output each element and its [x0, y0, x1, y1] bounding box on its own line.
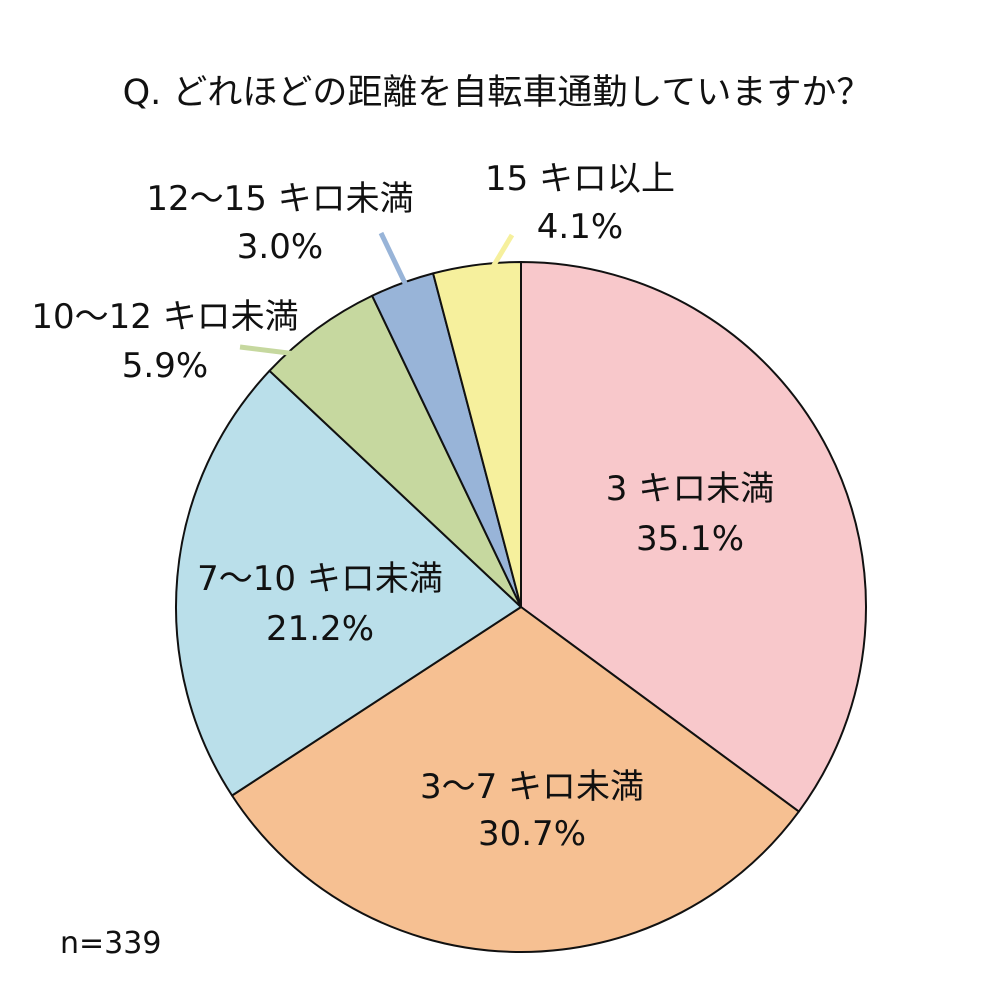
chart-title: Q. どれほどの距離を自転車通勤していますか？: [123, 73, 872, 113]
pie-slice: [268, 294, 522, 608]
pie-slice: [520, 261, 867, 813]
slice-value-label: 3.0%: [237, 227, 323, 267]
slice-category-label: 10〜12 キロ未満: [31, 297, 298, 337]
slice-value-label: 30.7%: [478, 814, 586, 854]
leader-line: [455, 233, 515, 327]
pie-slices: [174, 261, 867, 953]
leader-line: [378, 231, 428, 327]
slice-category-label: 3 キロ未満: [606, 469, 774, 509]
slice-category-label: 15 キロ以上: [485, 159, 675, 199]
leader-lines: [239, 231, 515, 363]
slice-category-label: 3〜7 キロ未満: [420, 767, 644, 807]
slice-labels: 3 キロ未満 35.1% 3〜7 キロ未満 30.7% 7〜10 キロ未満 21.2% 10…: [31, 159, 774, 854]
slice-value-label: 5.9%: [122, 346, 208, 386]
slice-category-label: 12〜15 キロ未満: [146, 179, 413, 219]
slice-value-label: 4.1%: [537, 207, 623, 247]
slice-value-label: 21.2%: [266, 609, 374, 649]
slice-category-label: 7〜10 キロ未満: [197, 559, 443, 599]
leader-line: [239, 344, 346, 363]
sample-size-note: n=339: [60, 926, 161, 961]
pie-slice: [432, 261, 522, 608]
slice-value-label: 35.1%: [636, 519, 744, 559]
pie-slice: [231, 606, 800, 953]
pie-slice: [174, 369, 522, 797]
